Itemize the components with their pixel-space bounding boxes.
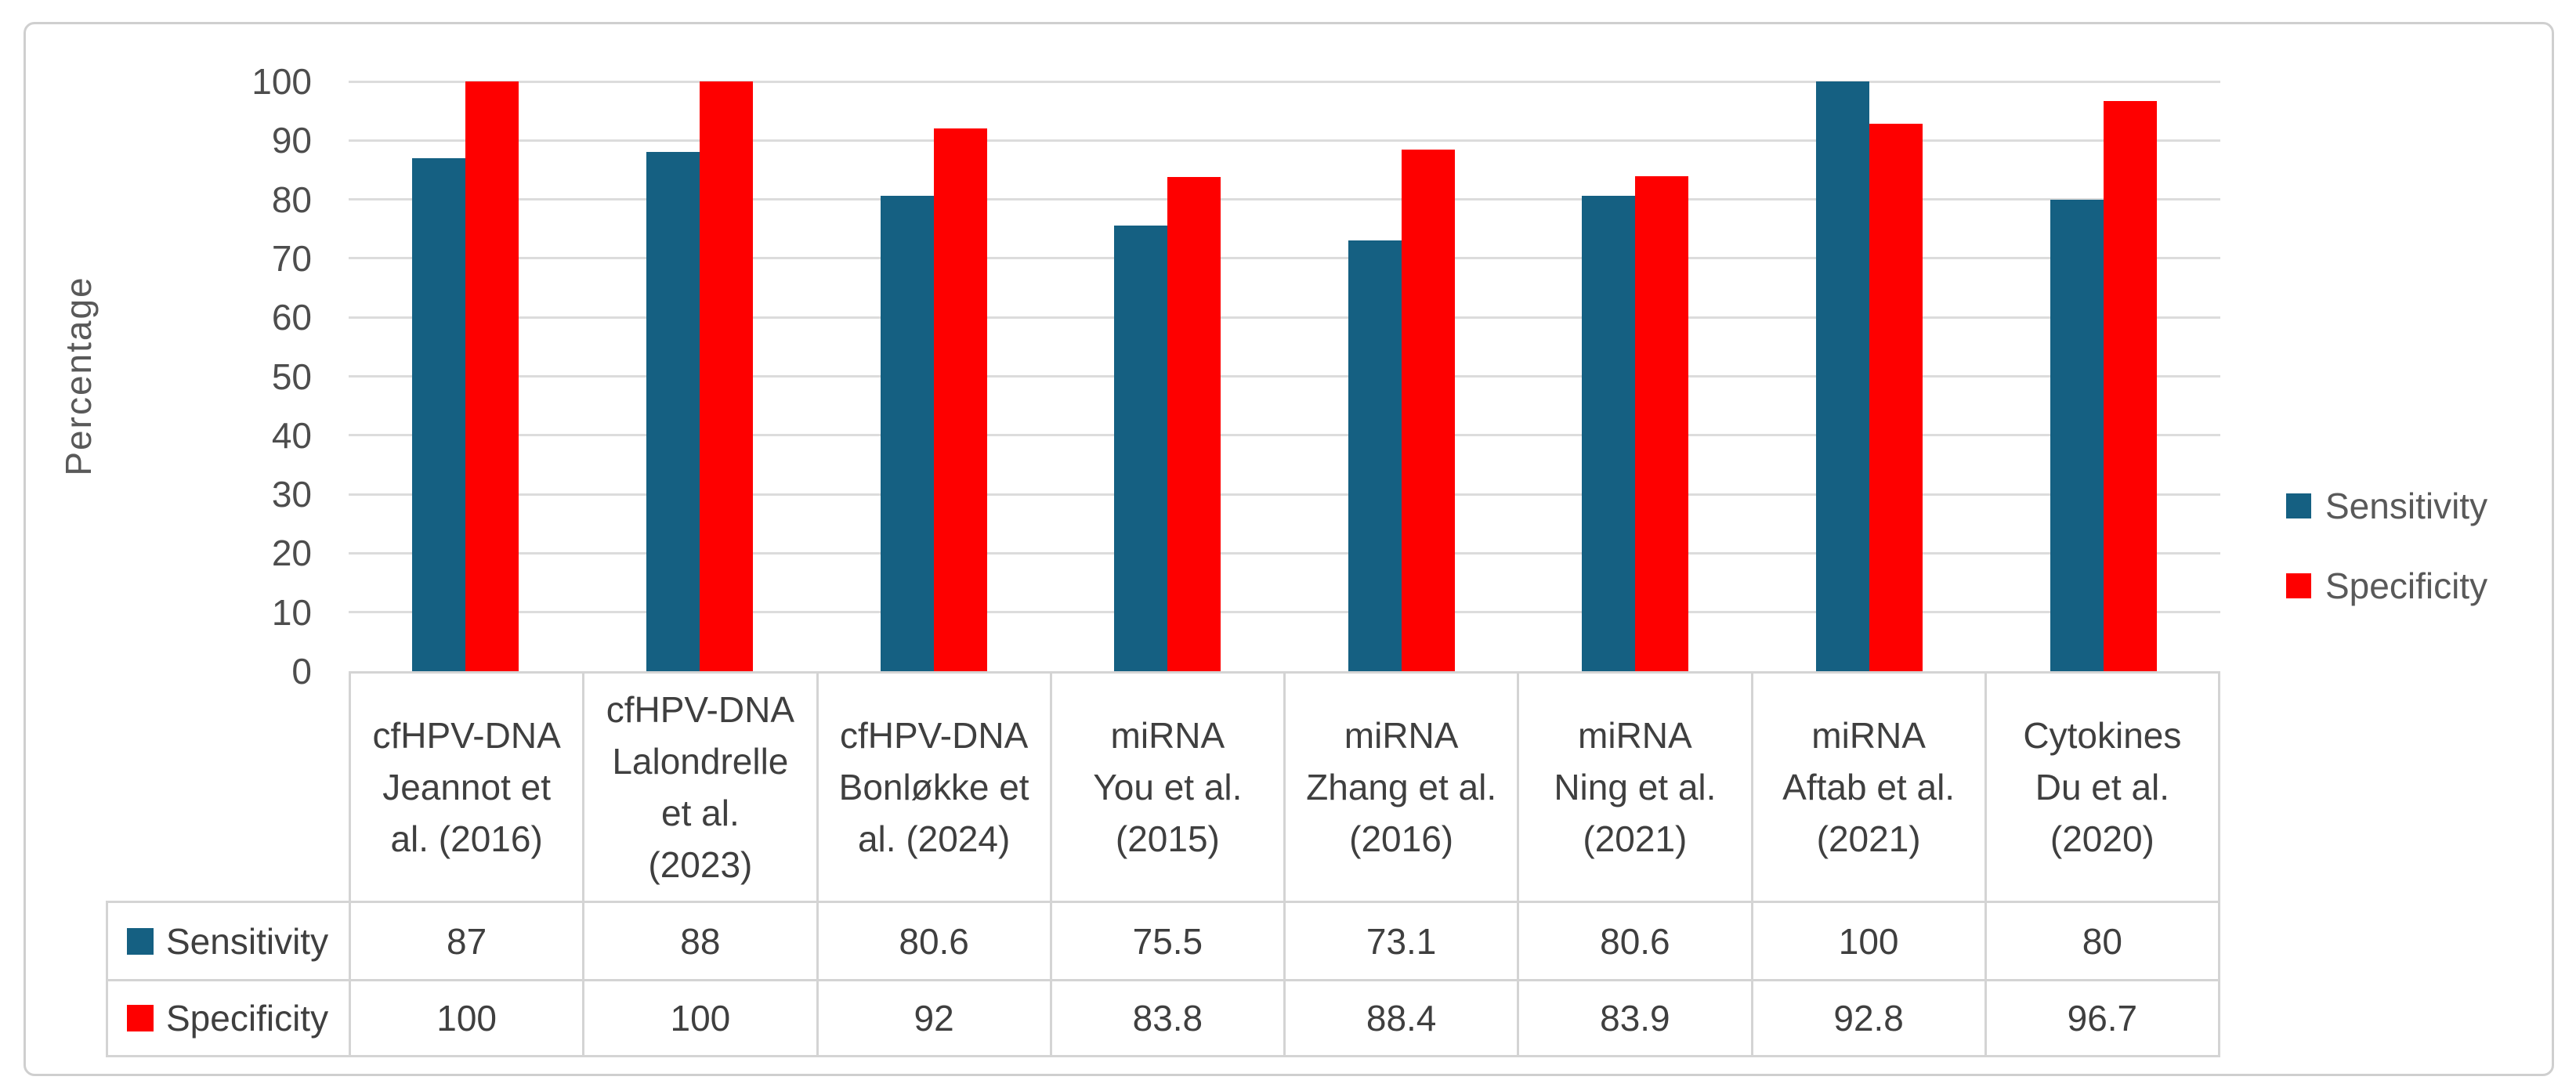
bar-sensitivity-7: [2050, 199, 2104, 671]
bar-sensitivity-5: [1582, 196, 1636, 671]
y-tick-label-40: 40: [271, 414, 312, 456]
value-cell-sensitivity-5: 80.6: [1519, 903, 1753, 979]
bar-specificity-3: [1167, 176, 1221, 671]
legend-label-specificity: Specificity: [2325, 565, 2488, 606]
value-cell-specificity-6: 92.8: [1753, 981, 1987, 1055]
value-cell-sensitivity-4: 73.1: [1286, 903, 1520, 979]
y-tick-label-100: 100: [251, 61, 312, 102]
bar-sensitivity-3: [1114, 226, 1168, 671]
y-tick-label-50: 50: [271, 356, 312, 397]
value-cell-sensitivity-7: 80: [2082, 920, 2122, 962]
bar-specificity-1: [699, 81, 753, 671]
table-row-sensitivity: Sensitivity 87 88 80.6 75.5 73.1 80.6 100 80: [106, 901, 2220, 979]
bar-sensitivity-6: [1816, 81, 1870, 671]
value-cell-specificity-2: 92: [819, 981, 1052, 1055]
value-cell-specificity-0: 100: [351, 981, 585, 1055]
y-axis-title: Percentage: [58, 276, 99, 476]
category-header-cell: miRNA You et al. (2015): [1052, 674, 1286, 901]
gridline-70: [349, 257, 2220, 260]
category-header-cell: cfHPV-DNA Jeannot et al. (2016): [351, 674, 585, 901]
y-tick-label-90: 90: [271, 120, 312, 161]
table-row-specificity: Specificity 100 100 92 83.8 88.4 83.9 92.8 96.7: [106, 979, 2220, 1057]
y-tick-label-60: 60: [271, 297, 312, 338]
category-header-cell: cfHPV-DNA Lalondrelle et al. (2023): [584, 674, 819, 901]
gridline-20: [349, 551, 2220, 555]
value-cell-specificity-3: 83.8: [1052, 981, 1286, 1055]
value-cell-sensitivity-6: 100: [1753, 903, 1987, 979]
gridline-10: [349, 611, 2220, 614]
y-tick-label-80: 80: [271, 179, 312, 220]
category-header-cell: miRNA Aftab et al. (2021): [1753, 674, 1987, 901]
value-cell-sensitivity-3: 75.5: [1052, 903, 1286, 979]
bar-sensitivity-4: [1348, 240, 1402, 671]
bar-specificity-5: [1635, 176, 1689, 671]
y-tick-label-0: 0: [291, 651, 312, 692]
y-tick-label-30: 30: [271, 474, 312, 515]
gridline-90: [349, 139, 2220, 142]
bar-sensitivity-2: [880, 196, 934, 671]
value-cell-sensitivity-2: 80.6: [819, 903, 1052, 979]
category-header-cell: miRNA Zhang et al. (2016): [1286, 674, 1520, 901]
gridline-50: [349, 375, 2220, 378]
category-header-cell: Cytokines Du et al. (2020): [2023, 715, 2182, 859]
y-tick-label-10: 10: [271, 591, 312, 633]
value-cell-specificity-4: 88.4: [1286, 981, 1520, 1055]
category-header-cell: cfHPV-DNA Bonløkke et al. (2024): [819, 674, 1052, 901]
bar-sensitivity-1: [646, 152, 700, 671]
bar-specificity-4: [1401, 150, 1455, 671]
gridline-100: [349, 80, 2220, 83]
value-cell-specificity-5: 83.9: [1519, 981, 1753, 1055]
row-header-sensitivity: Sensitivity: [108, 903, 351, 979]
table-header-row: cfHPV-DNA Jeannot et al. (2016) cfHPV-DNA…: [349, 671, 2220, 901]
y-tick-label-70: 70: [271, 237, 312, 279]
gridline-60: [349, 316, 2220, 319]
value-cell-sensitivity-0: 87: [351, 903, 585, 979]
legend: Sensitivity Specificity: [2286, 0, 2576, 1091]
specificity-color-swatch-icon: [2286, 573, 2311, 598]
row-header-specificity: Specificity: [108, 981, 351, 1055]
value-cell-specificity-7: 96.7: [2067, 998, 2138, 1039]
legend-item-sensitivity: Sensitivity: [2286, 485, 2487, 527]
sensitivity-color-swatch-icon: [2286, 493, 2311, 518]
gridline-30: [349, 493, 2220, 496]
bar-specificity-6: [1869, 124, 1923, 671]
bar-specificity-0: [465, 81, 519, 671]
legend-item-specificity: Specificity: [2286, 565, 2487, 607]
row-header-label: Specificity: [166, 998, 329, 1039]
y-tick-label-20: 20: [271, 533, 312, 574]
gridline-40: [349, 434, 2220, 437]
value-cell-sensitivity-1: 88: [584, 903, 819, 979]
category-header-cell: miRNA Ning et al. (2021): [1519, 674, 1753, 901]
specificity-key-swatch-icon: [127, 1005, 154, 1031]
legend-label-sensitivity: Sensitivity: [2325, 486, 2488, 526]
sensitivity-key-swatch-icon: [127, 927, 154, 955]
row-header-label: Sensitivity: [166, 920, 329, 962]
value-cell-specificity-1: 100: [584, 981, 819, 1055]
bar-specificity-7: [2103, 100, 2157, 671]
bar-specificity-2: [933, 128, 987, 671]
bar-sensitivity-0: [412, 157, 466, 671]
gridline-80: [349, 198, 2220, 201]
